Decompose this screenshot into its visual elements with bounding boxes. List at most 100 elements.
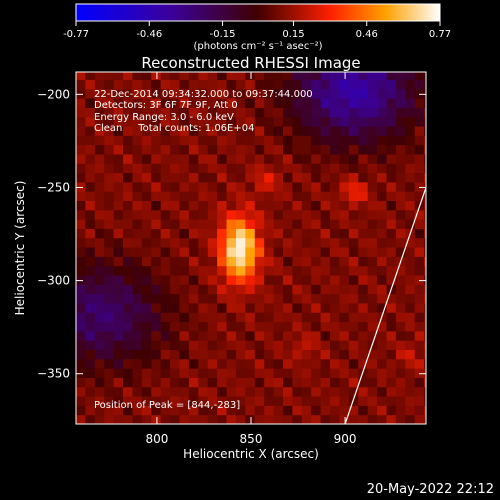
heatmap-cell — [311, 377, 322, 388]
heatmap-cell — [339, 79, 350, 90]
heatmap-cell — [104, 219, 115, 229]
annotation-energy-range: Energy Range: 3.0 - 6.0 keV — [94, 112, 234, 123]
heatmap-cell — [386, 358, 397, 369]
heatmap-cell — [85, 209, 96, 220]
heatmap-cell — [76, 414, 86, 424]
heatmap-cell — [76, 340, 86, 351]
heatmap-cell — [254, 191, 265, 202]
heatmap-cell — [377, 284, 387, 295]
heatmap-cell — [207, 126, 218, 136]
heatmap-cell — [226, 135, 237, 146]
heatmap-cell — [235, 358, 246, 369]
heatmap-cell — [330, 79, 340, 90]
heatmap-cell — [320, 247, 331, 257]
heatmap-cell — [264, 116, 275, 127]
heatmap-cell — [358, 200, 369, 211]
heatmap-cell — [339, 330, 350, 341]
heatmap-cell — [160, 293, 171, 304]
heatmap-cell — [273, 275, 284, 285]
heatmap-cell — [273, 414, 284, 424]
heatmap-cell — [301, 191, 312, 202]
heatmap-cell — [358, 349, 369, 360]
heatmap-cell — [123, 88, 133, 99]
heatmap-cell — [282, 340, 293, 351]
heatmap-cell — [226, 228, 237, 239]
heatmap-cell — [85, 219, 96, 229]
heatmap-cell — [179, 209, 190, 220]
heatmap-cell — [377, 237, 387, 248]
heatmap-cell — [151, 358, 162, 369]
heatmap-cell — [226, 368, 237, 378]
heatmap-cell — [358, 209, 369, 220]
heatmap-cell — [414, 135, 425, 146]
heatmap-cell — [339, 98, 350, 108]
heatmap-cell — [292, 349, 303, 360]
heatmap-cell — [198, 163, 209, 174]
heatmap-cell — [170, 293, 180, 304]
heatmap-cell — [264, 79, 275, 90]
heatmap-cell — [292, 386, 303, 397]
heatmap-cell — [377, 209, 387, 220]
heatmap-cell — [170, 172, 180, 183]
heatmap-cell — [311, 181, 322, 192]
heatmap-cell — [113, 349, 124, 360]
heatmap-cell — [151, 321, 162, 332]
heatmap-cell — [311, 414, 322, 424]
heatmap-cell — [160, 88, 171, 99]
heatmap-cell — [395, 153, 406, 164]
heatmap-cell — [170, 368, 180, 378]
heatmap-cell — [76, 358, 86, 369]
heatmap-cell — [264, 181, 275, 192]
heatmap-cell — [85, 116, 96, 127]
heatmap-cell — [320, 302, 331, 313]
peak-position-label: Position of Peak = [844,-283] — [94, 400, 240, 411]
heatmap-cell — [367, 358, 378, 369]
heatmap-cell — [123, 228, 133, 239]
heatmap-cell — [367, 330, 378, 341]
heatmap-cell — [348, 358, 359, 369]
heatmap-cell — [188, 98, 199, 108]
heatmap-cell — [292, 293, 303, 304]
heatmap-cell — [188, 340, 199, 351]
heatmap-cell — [358, 321, 369, 332]
heatmap-cell — [179, 228, 190, 239]
heatmap-cell — [424, 172, 426, 183]
heatmap-cell — [151, 181, 162, 192]
heatmap-cell — [226, 312, 237, 323]
heatmap-cell — [414, 153, 425, 164]
heatmap-cell — [94, 330, 105, 341]
heatmap-cell — [179, 414, 190, 424]
heatmap-cell — [151, 414, 162, 424]
heatmap-cell — [254, 284, 265, 295]
heatmap-cell — [85, 172, 96, 183]
heatmap-cell — [141, 237, 152, 248]
heatmap-cell — [104, 72, 115, 80]
heatmap-cell — [188, 396, 199, 406]
heatmap-cell — [348, 275, 359, 285]
heatmap-cell — [235, 302, 246, 313]
heatmap-cell — [254, 386, 265, 397]
heatmap-cell — [311, 256, 322, 267]
heatmap-cell — [395, 377, 406, 388]
heatmap-cell — [217, 72, 228, 80]
heatmap-cell — [141, 293, 152, 304]
heatmap-cell — [330, 275, 340, 285]
heatmap-cell — [76, 72, 86, 80]
heatmap-cell — [254, 126, 265, 136]
heatmap-cell — [132, 312, 143, 323]
heatmap-cell — [395, 172, 406, 183]
heatmap-cell — [264, 414, 275, 424]
heatmap-cell — [235, 321, 246, 332]
heatmap-cell — [292, 368, 303, 378]
colorbar-tick-label: 0.46 — [356, 29, 378, 40]
heatmap-cell — [273, 386, 284, 397]
heatmap-cell — [113, 191, 124, 202]
heatmap-cell — [160, 200, 171, 211]
heatmap-cell — [76, 377, 86, 388]
heatmap-cell — [160, 107, 171, 118]
heatmap-cell — [207, 163, 218, 174]
heatmap-cell — [339, 358, 350, 369]
heatmap-cell — [273, 116, 284, 127]
heatmap-cell — [245, 340, 256, 351]
heatmap-cell — [320, 368, 331, 378]
